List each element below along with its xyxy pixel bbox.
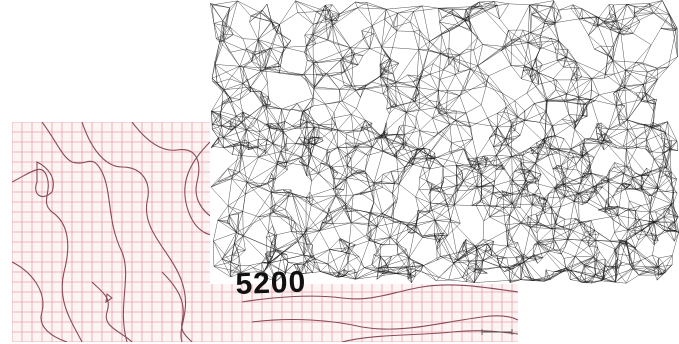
contour-lines: [12, 122, 518, 342]
contour-map-graphic: [12, 122, 518, 342]
contour-line: [12, 168, 83, 342]
contour-line: [41, 122, 128, 342]
contour-line: [105, 292, 113, 304]
contour-line: [35, 161, 54, 197]
contour-grid: [12, 122, 518, 342]
triangulated-mesh-graphic: [210, 0, 679, 284]
contour-line: [91, 281, 133, 342]
contour-line: [12, 261, 68, 342]
contour-line: [161, 271, 193, 342]
contour-line: [81, 122, 187, 342]
mesh-triangles: [210, 0, 679, 284]
scale-bar: [481, 329, 513, 335]
contour-line: [251, 315, 518, 330]
contour-line: [241, 284, 518, 303]
mesh-overlay-panel: [210, 0, 679, 284]
mesh-edges: [210, 0, 679, 284]
contour-elevation-label: 5200: [234, 265, 307, 301]
